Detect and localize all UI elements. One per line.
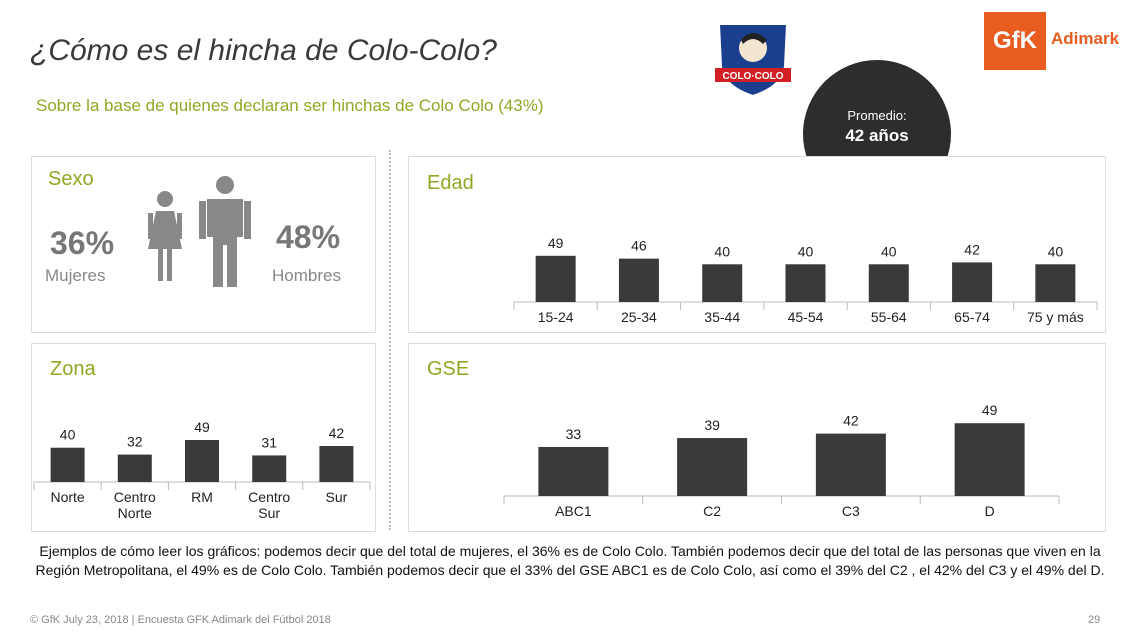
column-divider	[389, 150, 391, 530]
men-label: Hombres	[272, 266, 341, 285]
data-label: 31	[261, 434, 277, 450]
sexo-title: Sexo	[48, 168, 94, 190]
promedio-label: Promedio:	[847, 108, 907, 123]
bar	[252, 455, 287, 482]
category-label: 15-24	[538, 309, 574, 325]
edad-chart: 49 15-24 46 25-34 40 35-44 40 45-54 40 55-64 42 65-…	[513, 235, 1098, 325]
category-label: 45-54	[788, 309, 824, 325]
category-label: 75 y más	[1027, 309, 1084, 325]
category-label: Centro	[114, 489, 156, 505]
category-label: D	[985, 503, 995, 519]
category-label: 65-74	[954, 309, 990, 325]
data-label: 42	[329, 425, 345, 441]
men-percent: 48%	[276, 219, 341, 255]
gfk-logo: GfK	[984, 12, 1046, 70]
category-label: Norte	[118, 505, 152, 521]
category-label: 55-64	[871, 309, 907, 325]
data-label: 49	[548, 235, 564, 251]
data-label: 46	[631, 238, 647, 254]
gse-panel: GSE 33 ABC1 39 C2 42 C3 49 D	[408, 343, 1106, 532]
zona-panel: Zona 40 Norte 32 Centro Norte 49 RM 31 Centro Sur…	[31, 343, 376, 532]
adimark-brand: Adimark	[1051, 29, 1120, 48]
promedio-value: 42 años	[845, 126, 909, 145]
bar	[535, 255, 576, 302]
data-label: 40	[1048, 243, 1064, 259]
category-label: ABC1	[555, 503, 592, 519]
bar	[618, 258, 659, 302]
bar	[954, 423, 1025, 496]
bar	[538, 446, 609, 496]
edad-panel: Edad 49 15-24 46 25-34 40 35-44 40 45-54 40 55-64…	[408, 156, 1106, 333]
data-label: 40	[60, 427, 76, 443]
sexo-panel: Sexo 36% Mujeres 48% Hombres	[31, 156, 376, 333]
gse-chart: 33 ABC1 39 C2 42 C3 49 D	[503, 402, 1060, 519]
data-label: 32	[127, 434, 143, 450]
data-label: 40	[881, 243, 897, 259]
data-label: 49	[982, 402, 998, 418]
bar	[50, 447, 85, 482]
bar	[185, 440, 219, 482]
category-label: C3	[842, 503, 860, 519]
bar	[815, 433, 886, 496]
category-label: Norte	[50, 489, 84, 505]
women-label: Mujeres	[45, 266, 106, 285]
page-title: ¿Cómo es el hincha de Colo-Colo?	[30, 34, 497, 67]
category-label: 25-34	[621, 309, 657, 325]
woman-icon	[148, 191, 182, 281]
data-label: 33	[566, 426, 582, 442]
copyright: © GfK July 23, 2018 | Encuesta GFK Adima…	[30, 614, 331, 626]
bar	[1035, 264, 1076, 302]
data-label: 40	[798, 243, 814, 259]
data-label: 49	[194, 419, 210, 435]
category-label: Centro	[248, 489, 290, 505]
man-icon	[199, 176, 251, 287]
colo-colo-logo: COLO·COLO	[715, 23, 791, 98]
bar	[868, 264, 909, 302]
gse-title: GSE	[427, 358, 470, 380]
category-label: Sur	[326, 489, 348, 505]
category-label: 35-44	[704, 309, 740, 325]
data-label: 40	[714, 243, 730, 259]
bar	[952, 262, 993, 302]
category-label: C2	[703, 503, 721, 519]
page-subtitle: Sobre la base de quienes declaran ser hi…	[36, 96, 544, 115]
bar	[319, 446, 354, 482]
edad-title: Edad	[427, 172, 474, 194]
data-label: 42	[964, 241, 980, 257]
bar	[117, 454, 152, 482]
zona-title: Zona	[50, 358, 96, 380]
svg-text:COLO·COLO: COLO·COLO	[722, 71, 783, 82]
page-number: 29	[1088, 614, 1101, 626]
bar	[785, 264, 826, 302]
bar	[677, 438, 748, 496]
women-percent: 36%	[50, 225, 115, 261]
category-label: Sur	[258, 505, 280, 521]
reading-note: Ejemplos de cómo leer los gráficos: pode…	[35, 543, 1105, 578]
bar	[702, 264, 743, 302]
data-label: 42	[843, 413, 859, 429]
category-label: RM	[191, 489, 213, 505]
data-label: 39	[704, 417, 720, 433]
